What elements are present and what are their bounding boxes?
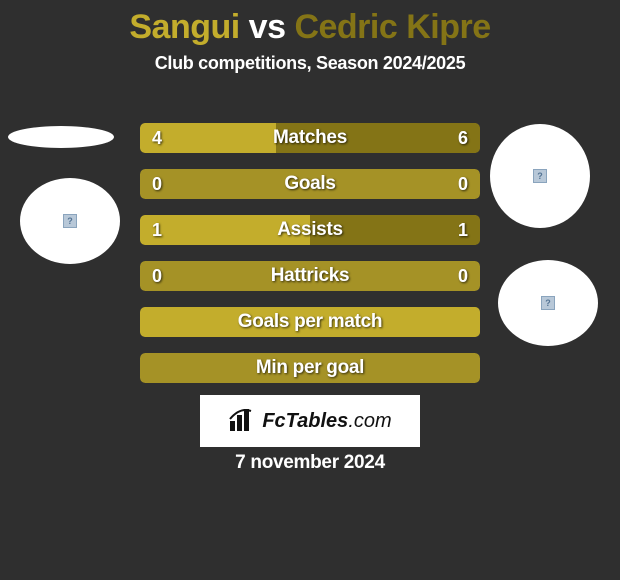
stat-label: Min per goal [140, 353, 480, 383]
stat-row: Goals0 0 [140, 169, 480, 199]
date: 7 november 2024 [0, 452, 620, 474]
stat-row: Goals per match [140, 307, 480, 337]
stat-label: Matches [140, 123, 480, 153]
decor-ellipse: ? [490, 124, 590, 228]
placeholder-icon: ? [63, 214, 77, 228]
watermark-brand: FcTables [262, 410, 348, 432]
stat-label: Hattricks [140, 261, 480, 291]
placeholder-icon: ? [533, 169, 547, 183]
stat-value-right: 1 [458, 215, 468, 245]
stat-value-left: 0 [152, 261, 162, 291]
decor-ellipse [8, 126, 114, 148]
stat-label: Goals [140, 169, 480, 199]
watermark-suffix: .com [348, 410, 391, 432]
title-player2: Cedric Kipre [294, 8, 490, 46]
stat-row: Min per goal [140, 353, 480, 383]
stat-value-left: 0 [152, 169, 162, 199]
decor-ellipse: ? [20, 178, 120, 264]
title-vs: vs [240, 8, 295, 46]
title-player1: Sangui [129, 8, 239, 46]
stat-value-left: 1 [152, 215, 162, 245]
stat-row: Assists1 1 [140, 215, 480, 245]
watermark-text: FcTables.com [262, 410, 391, 433]
subtitle: Club competitions, Season 2024/2025 [0, 53, 620, 74]
decor-ellipse: ? [498, 260, 598, 346]
stat-row: Hattricks0 0 [140, 261, 480, 291]
placeholder-icon: ? [541, 296, 555, 310]
page-title: Sangui vs Cedric Kipre [0, 0, 620, 47]
watermark: FcTables.com [200, 395, 420, 447]
comparison-bars: Matches46Goals00Assists11Hattricks00Goal… [140, 123, 480, 399]
watermark-bars-icon [228, 405, 256, 438]
stat-value-left: 4 [152, 123, 162, 153]
stat-row: Matches4 6 [140, 123, 480, 153]
stat-value-right: 0 [458, 169, 468, 199]
stat-value-right: 6 [458, 123, 468, 153]
stat-value-right: 0 [458, 261, 468, 291]
stat-label: Goals per match [140, 307, 480, 337]
stat-label: Assists [140, 215, 480, 245]
